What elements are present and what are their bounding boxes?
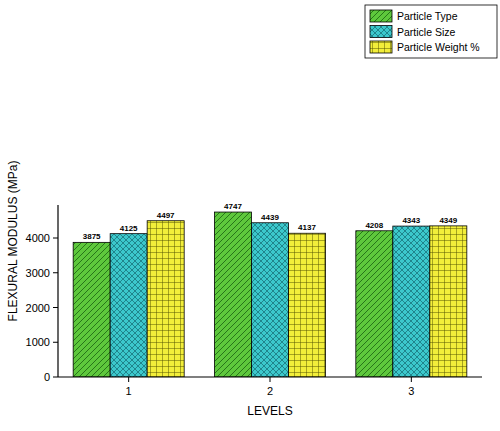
y-tick-label: 0: [44, 371, 50, 383]
bar: [289, 233, 326, 377]
data-labels: 3875 4747 4208 4125 4439 4343 4497 4137 4349: [83, 202, 458, 241]
data-label: 4137: [298, 223, 316, 232]
legend-swatch: [370, 10, 392, 22]
bar: [430, 226, 467, 377]
legend-box: [365, 5, 497, 58]
y-tick: [53, 238, 58, 239]
legend-swatch: [370, 26, 392, 38]
data-label: 4125: [120, 224, 138, 233]
x-tick: [270, 377, 271, 382]
y-axis-line: [57, 205, 58, 377]
y-tick: [53, 307, 58, 308]
bar: [252, 223, 289, 377]
y-axis-label: FLEXURAL MODULUS (MPa): [6, 161, 20, 322]
data-label: 4497: [157, 211, 175, 220]
legend-label: Particle Size: [397, 26, 456, 38]
legend-swatch: [370, 41, 392, 53]
y-tick-label: 1000: [26, 336, 50, 348]
bar: [73, 242, 110, 377]
data-label: 4343: [402, 216, 420, 225]
x-tick-label: 1: [126, 385, 132, 397]
data-label: 4747: [224, 202, 242, 211]
data-label: 4349: [439, 216, 457, 225]
x-tick: [411, 377, 412, 382]
x-tick-label: 2: [267, 385, 273, 397]
legend: Particle Type Particle Size Particle Weigh…: [365, 5, 497, 58]
legend-label: Particle Type: [397, 10, 458, 22]
bar: [356, 231, 393, 377]
y-tick: [53, 377, 58, 378]
y-tick: [53, 272, 58, 273]
y-tick-label: 2000: [26, 302, 50, 314]
x-tick: [128, 377, 129, 382]
legend-label: Particle Weight %: [397, 41, 480, 53]
bar: [110, 234, 147, 377]
y-tick: [53, 342, 58, 343]
bars: [73, 212, 467, 377]
y-tick-label: 3000: [26, 267, 50, 279]
data-label: 4439: [261, 213, 279, 222]
data-label: 4208: [365, 221, 383, 230]
x-tick-label: 3: [408, 385, 414, 397]
bar: [147, 221, 184, 377]
data-label: 3875: [83, 232, 101, 241]
x-axis-label: LEVELS: [247, 404, 292, 418]
bar: [393, 226, 430, 377]
axes: 0 1000 2000 3000 4000 1 2 3: [26, 205, 482, 397]
chart: 3875 4747 4208 4125 4439 4343 4497 4137 4349 0 100…: [0, 0, 500, 431]
y-tick-label: 4000: [26, 232, 50, 244]
bar: [215, 212, 252, 377]
